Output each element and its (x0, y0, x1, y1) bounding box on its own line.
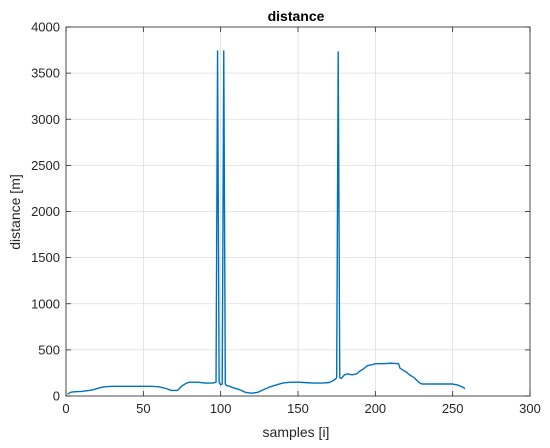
x-tick-label: 0 (62, 401, 69, 416)
y-tick-label: 2500 (31, 158, 60, 173)
x-tick-label: 200 (364, 401, 386, 416)
y-tick-label: 1500 (31, 250, 60, 265)
y-tick-label: 4000 (31, 20, 60, 35)
y-tick-label: 1000 (31, 296, 60, 311)
y-tick-label: 3000 (31, 112, 60, 127)
x-tick-label: 150 (287, 401, 309, 416)
y-tick-label: 500 (38, 342, 60, 357)
series-group (67, 50, 466, 395)
y-tick-label: 0 (53, 389, 60, 404)
y-axis-label: distance [m] (7, 174, 23, 249)
x-tick-label: 300 (519, 401, 541, 416)
chart-title: distance (268, 8, 325, 24)
y-tick-label: 2000 (31, 204, 60, 219)
series-line-0 (67, 50, 466, 395)
x-tick-label: 100 (210, 401, 232, 416)
axis-ticks: 0 50 100 150 200 250 3000500100015002000250030… (31, 20, 541, 417)
x-axis-label: samples [i] (263, 424, 330, 440)
y-tick-label: 3500 (31, 66, 60, 81)
x-tick-label: 50 (136, 401, 150, 416)
x-tick-label: 250 (442, 401, 464, 416)
